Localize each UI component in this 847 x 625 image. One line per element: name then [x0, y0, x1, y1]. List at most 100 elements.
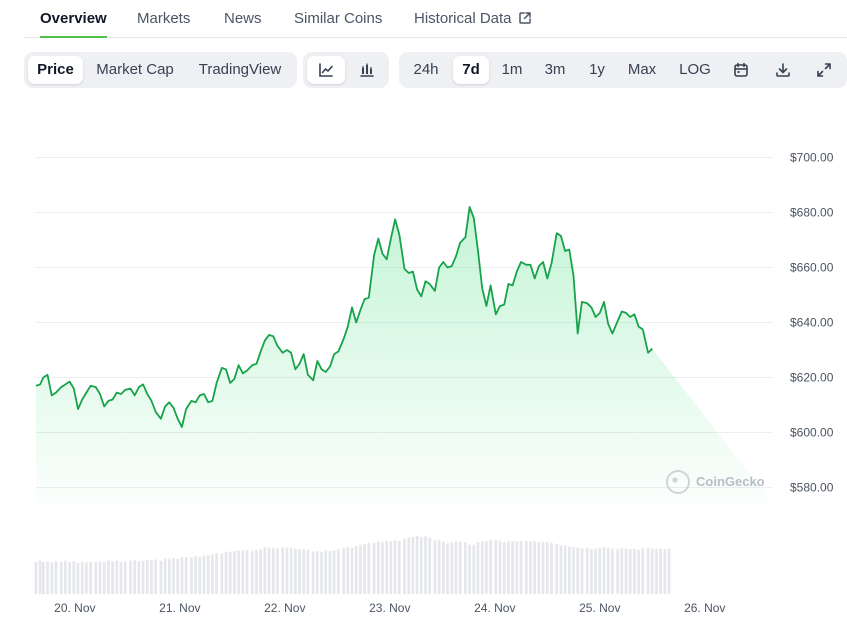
- volume-bar: [515, 541, 519, 594]
- price-point: [34, 384, 38, 388]
- price-point: [363, 297, 367, 301]
- tab-historical-data[interactable]: Historical Data: [414, 0, 532, 38]
- volume-bar: [80, 562, 84, 594]
- price-point: [224, 367, 228, 371]
- range-7d-button[interactable]: 7d: [453, 56, 489, 84]
- price-point: [585, 301, 589, 305]
- volume-bar: [241, 550, 245, 594]
- volume-bar: [507, 541, 510, 594]
- volume-bar: [202, 555, 206, 594]
- volume-bar: [529, 541, 532, 594]
- x-tick-label: 21. Nov: [159, 601, 200, 615]
- volume-bar: [397, 540, 401, 594]
- volume-bar: [633, 549, 636, 594]
- price-point: [610, 332, 614, 336]
- line-chart-icon: [307, 62, 345, 78]
- price-point: [346, 325, 350, 329]
- fullscreen-button[interactable]: [808, 56, 840, 84]
- line-chart-button[interactable]: [307, 56, 345, 84]
- volume-bar: [594, 548, 597, 594]
- volume-bar: [194, 556, 197, 594]
- price-point: [385, 257, 389, 261]
- price-point: [220, 366, 224, 370]
- price-point: [606, 322, 610, 326]
- volume-bar: [403, 538, 406, 594]
- price-point: [563, 249, 567, 253]
- price-point: [589, 305, 593, 309]
- tab-news[interactable]: News: [224, 10, 262, 27]
- mode-market-cap-button[interactable]: Market Cap: [96, 61, 174, 78]
- price-point: [342, 337, 346, 341]
- volume-bar: [289, 547, 293, 594]
- download-button[interactable]: [767, 56, 799, 84]
- volume-bar: [541, 541, 545, 594]
- volume-bar: [293, 548, 297, 594]
- price-point: [328, 365, 332, 369]
- tab-markets[interactable]: Markets: [137, 10, 191, 27]
- price-point: [289, 351, 293, 355]
- volume-bar: [480, 541, 484, 594]
- mode-tradingview-button[interactable]: TradingView: [198, 61, 282, 78]
- price-point: [502, 303, 506, 307]
- volume-bar: [123, 561, 127, 594]
- price-point: [189, 399, 193, 403]
- volume-bar: [485, 541, 488, 594]
- volume-bar: [89, 562, 92, 594]
- volume-bar: [311, 551, 315, 594]
- coingecko-logo-icon: [666, 470, 690, 494]
- candlestick-chart-button[interactable]: [348, 56, 386, 84]
- date-range-button[interactable]: [725, 56, 757, 84]
- volume-bar: [450, 542, 454, 594]
- price-point: [419, 294, 423, 298]
- volume-bar: [98, 561, 102, 594]
- tab-similar-coins[interactable]: Similar Coins: [294, 10, 383, 27]
- volume-bar: [385, 540, 388, 594]
- price-point: [632, 312, 636, 316]
- volume-bar: [367, 542, 371, 594]
- range-1m-button[interactable]: 1m: [501, 61, 523, 78]
- volume-bars: [34, 535, 671, 594]
- price-point: [141, 382, 145, 386]
- volume-bar: [659, 548, 663, 594]
- volume-bar: [585, 547, 589, 594]
- volume-bar: [328, 551, 332, 594]
- volume-bar: [167, 558, 171, 594]
- range-max-button[interactable]: Max: [627, 61, 657, 78]
- price-point: [54, 391, 58, 395]
- price-point: [646, 351, 650, 355]
- price-point: [215, 381, 219, 385]
- range-1y-button[interactable]: 1y: [589, 61, 605, 78]
- volume-bar: [437, 540, 441, 594]
- volume-bar: [519, 540, 523, 594]
- volume-bar: [228, 551, 232, 594]
- price-point: [285, 348, 289, 352]
- price-point: [271, 334, 275, 338]
- tab-overview[interactable]: Overview: [40, 0, 107, 38]
- price-point: [458, 241, 462, 245]
- range-3m-button[interactable]: 3m: [544, 61, 566, 78]
- mode-price-button[interactable]: Price: [28, 56, 83, 84]
- range-24h-button[interactable]: 24h: [413, 61, 439, 78]
- price-point: [367, 296, 371, 300]
- volume-bar: [458, 541, 462, 594]
- volume-bar: [606, 547, 610, 594]
- price-point: [441, 260, 445, 264]
- y-tick-label: $660.00: [790, 261, 834, 275]
- x-tick-label: 23. Nov: [369, 601, 410, 615]
- volume-bar: [537, 542, 541, 594]
- download-icon: [767, 62, 799, 78]
- price-point: [119, 392, 123, 396]
- log-scale-button[interactable]: LOG: [679, 61, 711, 78]
- price-point: [446, 266, 450, 270]
- volume-bar: [306, 549, 310, 594]
- price-chart[interactable]: $700.00 $680.00 $660.00 $640.00 $620.00 $600.…: [0, 100, 847, 625]
- price-point: [128, 387, 132, 391]
- price-point: [263, 338, 267, 342]
- price-point: [602, 300, 606, 304]
- volume-bar: [332, 550, 336, 594]
- price-point: [72, 387, 76, 391]
- volume-bar: [372, 542, 376, 594]
- price-point: [324, 370, 328, 374]
- volume-bar: [616, 549, 619, 594]
- volume-bar: [411, 537, 415, 594]
